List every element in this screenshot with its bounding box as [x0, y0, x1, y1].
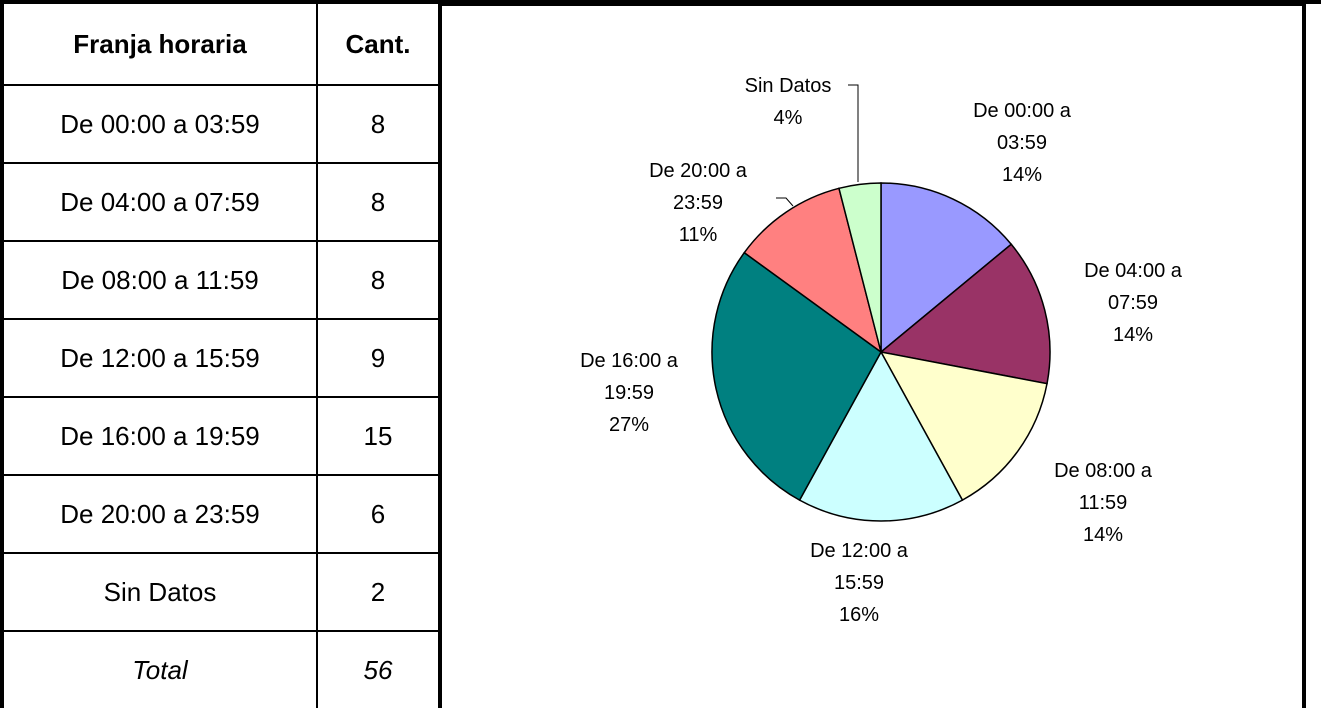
slice-name: De 00:00 a 03:59 [973, 100, 1071, 154]
slice-percent: 16% [838, 604, 880, 626]
slice-percent: 4% [773, 107, 803, 129]
slice-label: De 16:00 a 19:59 27% [569, 345, 689, 441]
table-row: De 20:00 a 23:59 6 [2, 474, 440, 554]
slice-label: Sin Datos 4% [728, 70, 848, 134]
pie-slice [880, 182, 1013, 354]
header-cell: Franja horaria [2, 2, 318, 86]
total-row: Total 56 [2, 630, 440, 708]
count-cell: 15 [316, 396, 440, 476]
table-row: De 00:00 a 03:59 8 [2, 84, 440, 164]
pie-slice [743, 187, 883, 354]
pie-slice [798, 350, 964, 522]
leader-line [776, 197, 794, 207]
slice-label: De 00:00 a 03:59 14% [962, 95, 1082, 191]
count-cell: 6 [316, 474, 440, 554]
range-cell: De 08:00 a 11:59 [2, 240, 318, 320]
slice-name: De 08:00 a 11:59 [1054, 460, 1152, 514]
table-row: De 08:00 a 11:59 8 [2, 240, 440, 320]
pie-slice [879, 350, 1048, 502]
table-body: De 00:00 a 03:59 8 De 04:00 a 07:59 8 De 08:… [2, 84, 440, 632]
slice-name: De 12:00 a 15:59 [810, 540, 908, 594]
slice-name: De 16:00 a 19:59 [580, 350, 678, 404]
range-cell: Sin Datos [2, 552, 318, 632]
slice-name: De 20:00 a 23:59 [649, 160, 747, 214]
slice-label: De 04:00 a 07:59 14% [1073, 255, 1193, 351]
total-value: 56 [316, 630, 440, 708]
table-row: De 12:00 a 15:59 9 [2, 318, 440, 398]
count-cell: 8 [316, 84, 440, 164]
range-cell: De 04:00 a 07:59 [2, 162, 318, 242]
count-cell: 8 [316, 162, 440, 242]
table-header: Franja horaria Cant. [2, 2, 440, 86]
range-cell: De 16:00 a 19:59 [2, 396, 318, 476]
slice-percent: 14% [1112, 324, 1154, 346]
range-cell: De 00:00 a 03:59 [2, 84, 318, 164]
table-row: De 16:00 a 19:59 15 [2, 396, 440, 476]
table-row: De 04:00 a 07:59 8 [2, 162, 440, 242]
table-row: Sin Datos 2 [2, 552, 440, 632]
data-table: Franja horaria Cant. De 00:00 a 03:59 8 De… [2, 2, 440, 708]
slice-name: Sin Datos [744, 75, 832, 97]
slice-label: De 08:00 a 11:59 14% [1043, 455, 1163, 551]
pie-slice [838, 182, 882, 353]
chart-panel [438, 2, 1306, 708]
pie-slice [711, 251, 882, 502]
total-label: Total [2, 630, 318, 708]
slice-label: De 20:00 a 23:59 11% [638, 155, 758, 251]
slice-percent: 11% [678, 224, 718, 246]
slice-percent: 14% [1082, 524, 1124, 546]
header-cell: Cant. [316, 2, 440, 86]
leader-line [848, 84, 859, 182]
range-cell: De 20:00 a 23:59 [2, 474, 318, 554]
count-cell: 9 [316, 318, 440, 398]
count-cell: 8 [316, 240, 440, 320]
slice-label: De 12:00 a 15:59 16% [799, 535, 919, 631]
slice-percent: 27% [608, 414, 650, 436]
slice-name: De 04:00 a 07:59 [1084, 260, 1182, 314]
slice-percent: 14% [1001, 164, 1043, 186]
range-cell: De 12:00 a 15:59 [2, 318, 318, 398]
pie-slice [879, 243, 1051, 385]
